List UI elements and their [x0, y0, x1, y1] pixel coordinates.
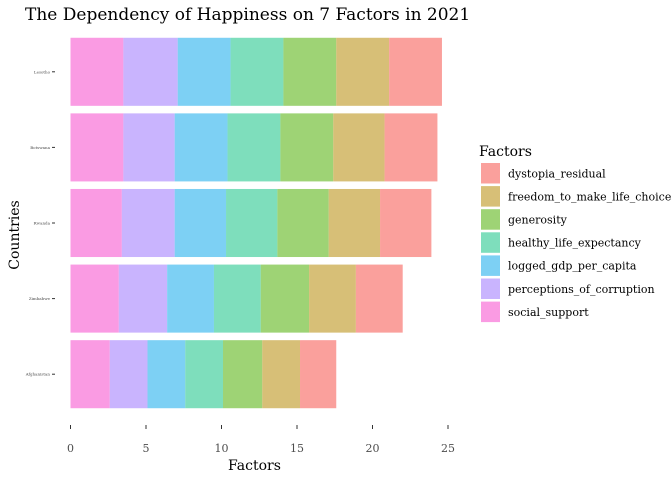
legend-key-logged-gdp-per-capita — [481, 255, 500, 276]
bar-rwanda-freedom-to-make-life-choices — [328, 188, 381, 258]
bar-lesotho-logged-gdp-per-capita — [177, 37, 231, 106]
x-tick-label: 25 — [441, 442, 455, 455]
bar-afghanistan-dystopia-residual — [300, 340, 337, 409]
bar-rwanda-dystopia-residual — [380, 188, 432, 258]
bar-afghanistan-generosity — [223, 340, 263, 409]
bar-botswana-healthy-life-expectancy — [227, 113, 281, 182]
legend-title: Factors — [479, 144, 532, 160]
bar-rwanda-generosity — [277, 188, 329, 258]
legend-key-healthy-life-expectancy — [481, 232, 500, 253]
y-tick-label: Lesotho — [34, 69, 51, 74]
legend-key-generosity — [481, 209, 500, 230]
x-tick-label: 20 — [366, 442, 380, 455]
bar-lesotho-social-support — [70, 37, 124, 106]
x-axis: 0 5 10 15 20 25 — [67, 425, 455, 455]
bar-botswana-social-support — [70, 113, 124, 182]
legend-label: dystopia_residual — [508, 167, 606, 180]
bar-rwanda-healthy-life-expectancy — [226, 188, 278, 258]
bar-zimbabwe-freedom-to-make-life-choices — [309, 264, 356, 333]
bar-zimbabwe-generosity — [260, 264, 310, 333]
bar-zimbabwe-social-support — [70, 264, 119, 333]
bar-lesotho-perceptions-of-corruption — [123, 37, 178, 106]
x-tick-label: 5 — [143, 442, 150, 455]
bar-afghanistan-logged-gdp-per-capita — [147, 340, 186, 409]
legend-key-freedom-to-make-life-choices — [481, 186, 500, 207]
legend-label: perceptions_of_corruption — [508, 283, 655, 296]
bar-zimbabwe-dystopia-residual — [355, 264, 403, 333]
bar-lesotho-generosity — [283, 37, 337, 106]
y-axis-title: Countries — [7, 200, 23, 269]
x-tick-label: 15 — [290, 442, 304, 455]
bar-rwanda-social-support — [70, 188, 122, 258]
legend-label: logged_gdp_per_capita — [508, 260, 637, 273]
legend-key-dystopia-residual — [481, 163, 500, 184]
bar-botswana-freedom-to-make-life-choices — [333, 113, 385, 182]
legend-label: social_support — [508, 306, 589, 319]
bar-zimbabwe-logged-gdp-per-capita — [167, 264, 214, 333]
plot-area — [70, 37, 442, 409]
legend-label: healthy_life_expectancy — [508, 237, 642, 250]
x-axis-title: Factors — [228, 458, 281, 474]
legend-key-social-support — [481, 301, 500, 323]
bar-afghanistan-social-support — [70, 340, 110, 409]
bar-botswana-logged-gdp-per-capita — [174, 113, 228, 182]
bar-lesotho-freedom-to-make-life-choices — [336, 37, 390, 106]
bar-afghanistan-perceptions-of-corruption — [109, 340, 148, 409]
y-tick-label: Botswana — [30, 145, 50, 150]
chart-title: The Dependency of Happiness on 7 Factors… — [25, 5, 470, 25]
legend-key-perceptions-of-corruption — [481, 278, 500, 299]
legend: Factors dystopia_residual freedom_to_make… — [479, 144, 672, 323]
bar-lesotho-dystopia-residual — [389, 37, 442, 106]
bar-rwanda-logged-gdp-per-capita — [174, 188, 227, 258]
bar-botswana-generosity — [280, 113, 334, 182]
y-tick-label: Afghanistan — [25, 372, 51, 377]
y-tick-label: Zimbabwe — [29, 296, 51, 301]
bar-afghanistan-healthy-life-expectancy — [185, 340, 224, 409]
y-tick-label: Rwanda — [34, 221, 51, 226]
legend-label: freedom_to_make_life_choices — [508, 190, 672, 203]
bar-rwanda-perceptions-of-corruption — [121, 188, 175, 258]
y-axis: Lesotho Botswana Rwanda Zimbabwe Afghanistan — [25, 69, 55, 377]
bar-botswana-dystopia-residual — [384, 113, 438, 182]
bar-zimbabwe-healthy-life-expectancy — [213, 264, 261, 333]
bar-lesotho-healthy-life-expectancy — [230, 37, 284, 106]
bar-botswana-perceptions-of-corruption — [123, 113, 175, 182]
x-tick-label: 10 — [215, 442, 229, 455]
bar-zimbabwe-perceptions-of-corruption — [118, 264, 168, 333]
x-tick-label: 0 — [67, 442, 74, 455]
bar-afghanistan-freedom-to-make-life-choices — [262, 340, 301, 409]
legend-label: generosity — [508, 213, 568, 226]
